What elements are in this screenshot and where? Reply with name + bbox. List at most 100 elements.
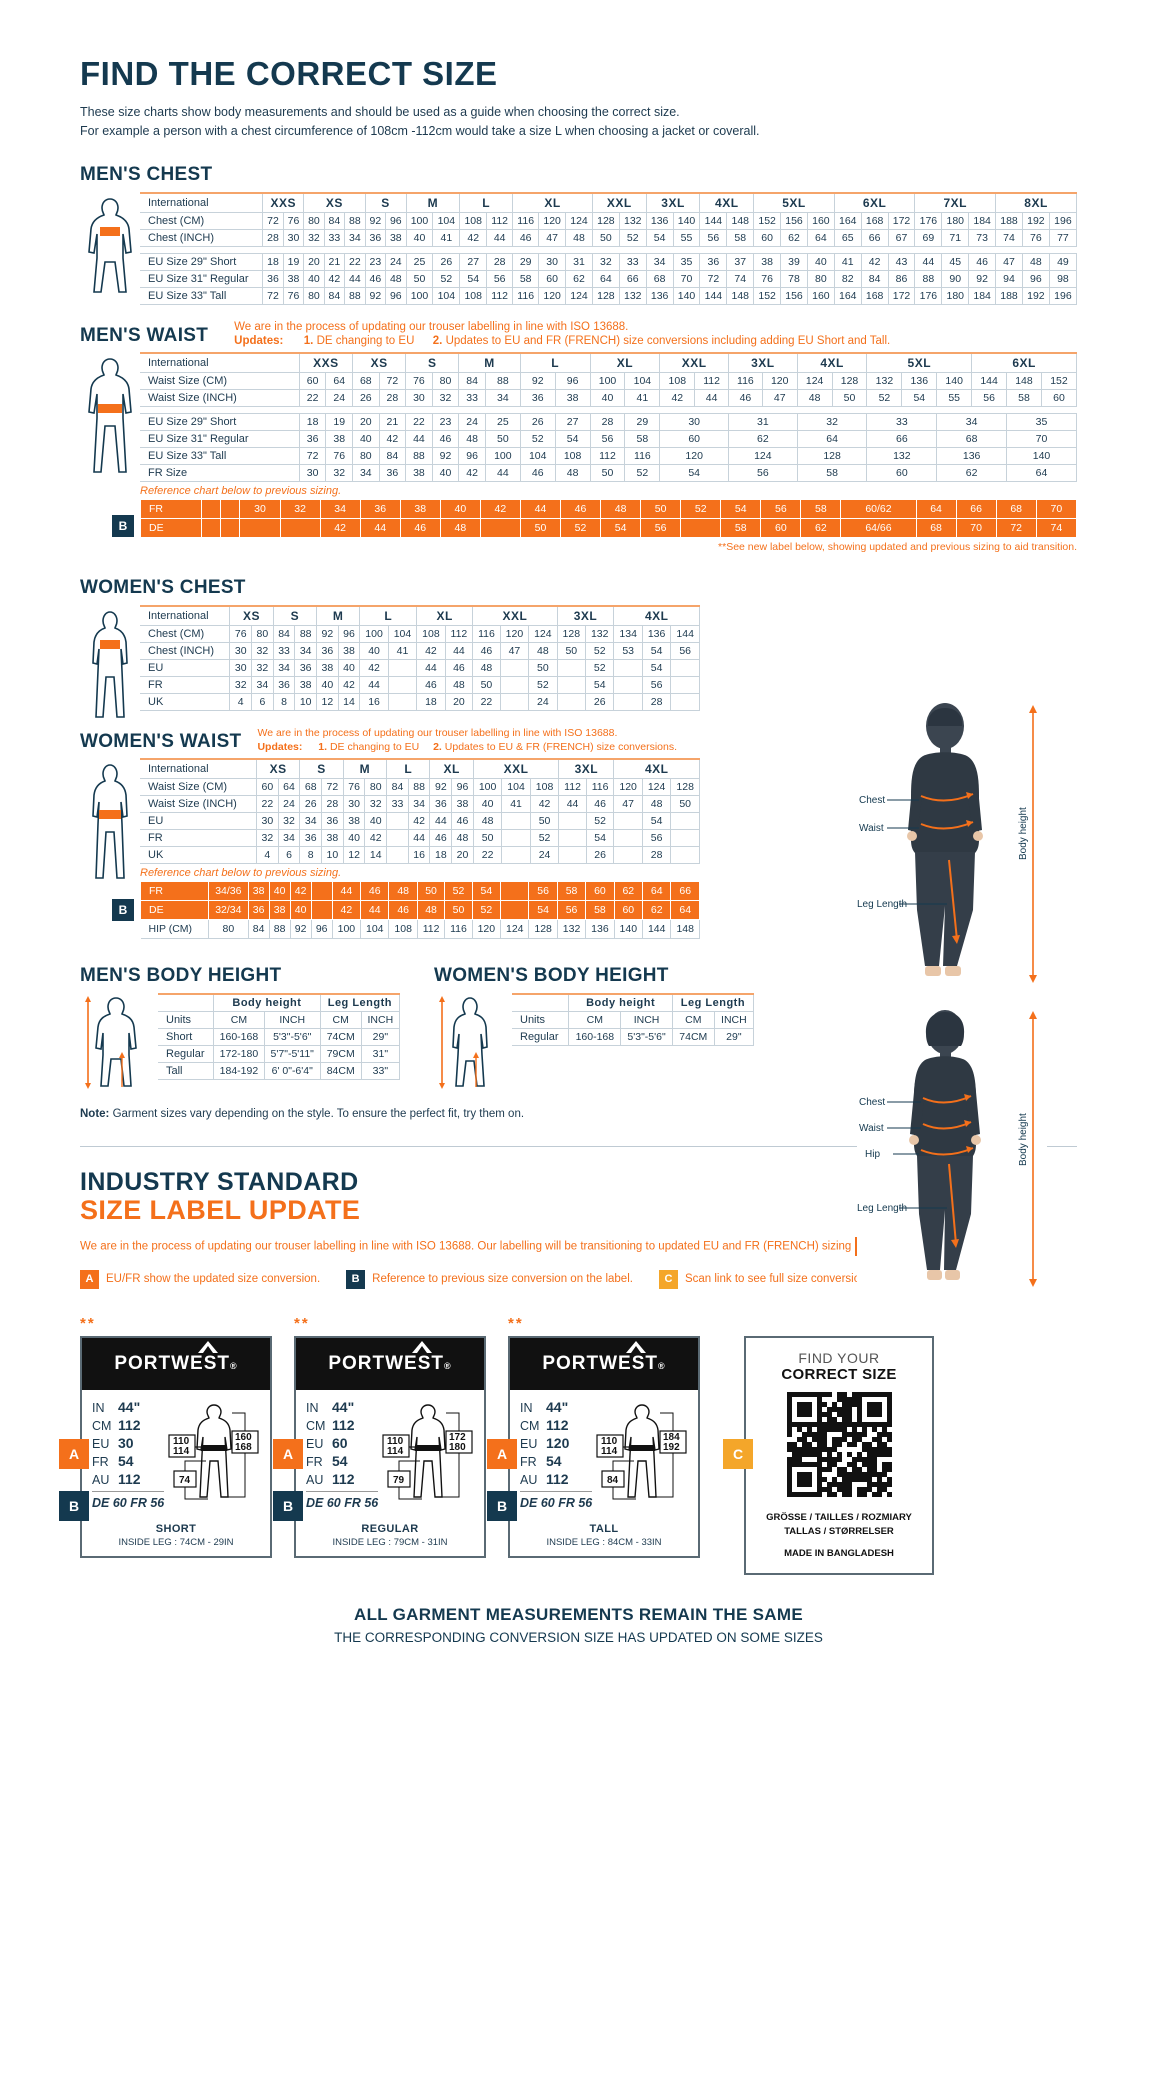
cell: 124 [728,446,798,465]
cell: 120 [499,624,530,643]
cell: 84 [378,446,407,465]
spec-row-AU: AU 112 [520,1471,592,1489]
cell: 36 [359,498,401,519]
cell: 72 [995,517,1037,538]
cell: 58 [512,269,540,288]
cell: 92 [429,777,453,796]
cell: 44 [360,899,390,920]
cell: 36 [699,252,728,271]
cell: 27 [459,252,488,271]
cell: 52 [866,388,903,407]
cell: 160-168 [568,1027,622,1046]
cell: 172 [887,211,916,230]
cell: 32 [251,658,274,677]
mens-body-height-title: MEN'S BODY HEIGHT [80,964,282,986]
reference-row: FR 30 32 34 36 38 40 42 44 46 48 50 52 54 56 58 60/62 64… [139,498,1078,519]
mens-chest-title: MEN'S CHEST [80,163,213,185]
cell: 148 [670,918,700,939]
spec-value: 54 [332,1452,348,1469]
cell: 35 [1006,412,1077,431]
cell: 96 [451,777,474,796]
cell: 22 [344,252,366,271]
size-group-L: L [386,757,431,779]
cell [556,675,587,694]
cell: 52 [519,429,556,448]
cell: 160 [806,211,835,230]
cell: 84 [860,269,889,288]
cell: 41 [833,252,862,271]
cell: 56 [971,388,1008,407]
cell: 48 [458,429,486,448]
womens-iso-note: We are in the process of updating our tr… [257,727,677,753]
cell: 98 [1048,269,1078,288]
cell: 50 [589,463,626,482]
cell [386,828,409,847]
size-group-3XL: 3XL [645,191,701,213]
cell: 180 [941,286,970,305]
cell: 48 [472,811,503,830]
label-footer: REGULAR INSIDE LEG : 79CM - 31IN [296,1517,484,1556]
row-label: EU Size 33" Tall [140,286,264,305]
cell: 72 [298,446,327,465]
cell: 180 [941,211,970,230]
cell: 80 [806,269,835,288]
cell: 94 [995,269,1023,288]
cell: 54 [600,517,642,538]
cell: 90 [941,269,970,288]
table-row: EU Size 31" Regular 36 38 40 42 44 46 48 50 52 54 5… [140,269,1078,288]
cell: 34 [272,658,296,677]
cell: 32 [796,412,868,431]
spec-key: IN [306,1400,319,1415]
cell [220,498,241,519]
svg-text:110: 110 [601,1436,618,1447]
cell: 132 [618,286,647,305]
mens-waist-table: International XXS XS S M L XL XXL 3XL 4XL 5XL 6XL Wa… [140,351,1078,482]
cell: 80 [251,624,274,643]
qr-code-icon[interactable] [786,1391,892,1497]
cell: 184-192 [213,1061,265,1080]
cell: 88 [407,777,431,796]
table-row: EU 30 32 34 36 38 40 42 44 46 48 50 52 54 [140,811,700,830]
table-row: EU Size 29" Short 18 19 20 21 22 23 24 25 26 27 28 2… [140,252,1078,271]
cell: 46 [399,517,441,538]
update-2-num: 2. [432,334,443,347]
label-card: ** PORTWEST® IN 44" CM 112 EU 30 FR 54 AU 112 DE 60 … [59,1315,272,1559]
cell: 16 [359,692,389,711]
intro-text: These size charts show body measurements… [80,103,1077,142]
cell: 46 [451,811,474,830]
cell: 120 [613,777,643,796]
label-fit: REGULAR [361,1523,419,1536]
cell: 96 [337,624,361,643]
height-group-header: Leg Length [319,992,401,1012]
cell [670,811,700,830]
cell: 64 [1006,463,1077,482]
cell: 28 [262,228,284,247]
cell: 43 [887,252,916,271]
cell: 66 [670,880,700,901]
row-label: EU Size 29" Short [140,252,264,271]
size-group-S: S [272,604,318,626]
cell: 56 [640,517,682,538]
table-row: EU Size 33" Tall 72 76 80 84 88 92 96 100 104 108 1… [140,286,1078,305]
row-label: FR Size [140,463,300,482]
cell: 42 [289,880,312,901]
closing-line-1: ALL GARMENT MEASUREMENTS REMAIN THE SAME [354,1605,803,1625]
cell: 60 [753,228,782,247]
size-group-4XL: 4XL [613,604,700,626]
cell: 42 [337,675,361,694]
cell: 47 [995,252,1023,271]
label-card-stars: ** [508,1314,524,1332]
cell: 34/36 [208,880,249,901]
size-group-3XL: 3XL [728,351,798,373]
cell: 88 [344,286,366,305]
section-divider [80,1145,1077,1147]
row-label: EU Size 31" Regular [140,429,300,448]
cell: 5'7"-5'11" [263,1044,321,1063]
size-group-S: S [299,757,344,779]
cell: 64 [915,498,957,519]
cell: 92 [364,286,387,305]
cell: 88 [405,446,433,465]
cell [613,828,643,847]
cell: 62 [728,429,798,448]
